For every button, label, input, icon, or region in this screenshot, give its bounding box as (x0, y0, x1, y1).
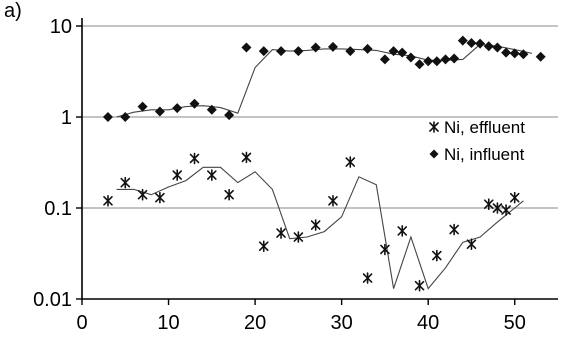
influent-point (206, 104, 217, 115)
effluent-point (155, 191, 165, 204)
influent-point (475, 38, 486, 49)
x-tick-label: 50 (504, 312, 526, 334)
effluent-point (103, 194, 113, 207)
influent-point (293, 46, 304, 57)
effluent-point (172, 169, 182, 181)
effluent-point (466, 238, 477, 251)
effluent-point (137, 188, 148, 201)
influent-point (449, 53, 460, 64)
influent-point (388, 46, 399, 57)
influent-point (509, 48, 520, 59)
influent-point (440, 54, 451, 65)
data-points (102, 35, 546, 292)
influent-point (362, 43, 373, 54)
x-tick-label: 30 (331, 312, 353, 334)
influent-point (310, 42, 321, 53)
trendlines (116, 43, 533, 290)
y-tick-label: 0.01 (33, 289, 72, 311)
influent-point (501, 47, 512, 58)
effluent-point (241, 151, 252, 164)
trendline (116, 43, 533, 118)
influent-point (405, 52, 416, 63)
x-tick-label: 10 (157, 312, 179, 334)
legend: Ni, effluent Ni, influent (429, 118, 525, 164)
panel-label: a) (4, 0, 22, 22)
effluent-point (492, 202, 503, 214)
influent-point (137, 101, 148, 112)
effluent-point (310, 219, 321, 231)
influent-point (345, 46, 356, 57)
legend-label: Ni, influent (444, 145, 525, 164)
influent-point (172, 103, 183, 114)
x-tick-label: 40 (417, 312, 439, 334)
effluent-point (414, 279, 425, 292)
x-tick-label: 20 (244, 312, 266, 334)
effluent-point (483, 198, 494, 211)
influent-point (483, 41, 494, 52)
influent-point (154, 106, 165, 117)
legend-effluent-marker (429, 121, 439, 133)
tick-labels: 0.01 0.1 1 10 0 10 20 30 40 50 (33, 16, 526, 334)
effluent-point (207, 169, 217, 181)
grid (82, 25, 558, 209)
y-tick-label: 10 (50, 16, 72, 38)
influent-point (492, 42, 503, 53)
effluent-point (224, 188, 234, 201)
effluent-point (120, 176, 131, 189)
influent-point (431, 56, 442, 67)
influent-point (102, 112, 113, 122)
effluent-point (293, 231, 304, 243)
influent-point (466, 38, 477, 49)
influent-point (397, 47, 408, 58)
influent-point (241, 42, 252, 53)
influent-point (120, 112, 131, 122)
effluent-point (328, 194, 338, 207)
effluent-point (449, 223, 459, 236)
effluent-point (276, 227, 286, 239)
effluent-point (380, 243, 390, 256)
influent-point (518, 49, 529, 60)
influent-point (423, 56, 434, 67)
effluent-point (258, 240, 269, 253)
influent-point (457, 35, 468, 46)
effluent-point (432, 249, 442, 262)
legend-influent-marker (429, 149, 439, 159)
influent-point (327, 41, 338, 52)
influent-point (276, 46, 287, 57)
y-tick-label: 1 (61, 107, 72, 129)
effluent-point (345, 156, 356, 168)
influent-point (414, 59, 425, 70)
effluent-point (501, 204, 511, 216)
axes (76, 18, 558, 305)
x-tick-label: 0 (76, 312, 87, 334)
effluent-point (509, 191, 520, 204)
effluent-point (189, 152, 200, 165)
effluent-point (397, 225, 408, 237)
legend-label: Ni, effluent (444, 118, 525, 137)
influent-point (224, 110, 235, 121)
influent-point (379, 54, 390, 65)
effluent-point (362, 272, 373, 284)
y-tick-label: 0.1 (44, 198, 72, 220)
trendline (116, 166, 524, 290)
influent-point (258, 46, 269, 57)
influent-point (189, 98, 200, 109)
influent-point (535, 51, 546, 62)
